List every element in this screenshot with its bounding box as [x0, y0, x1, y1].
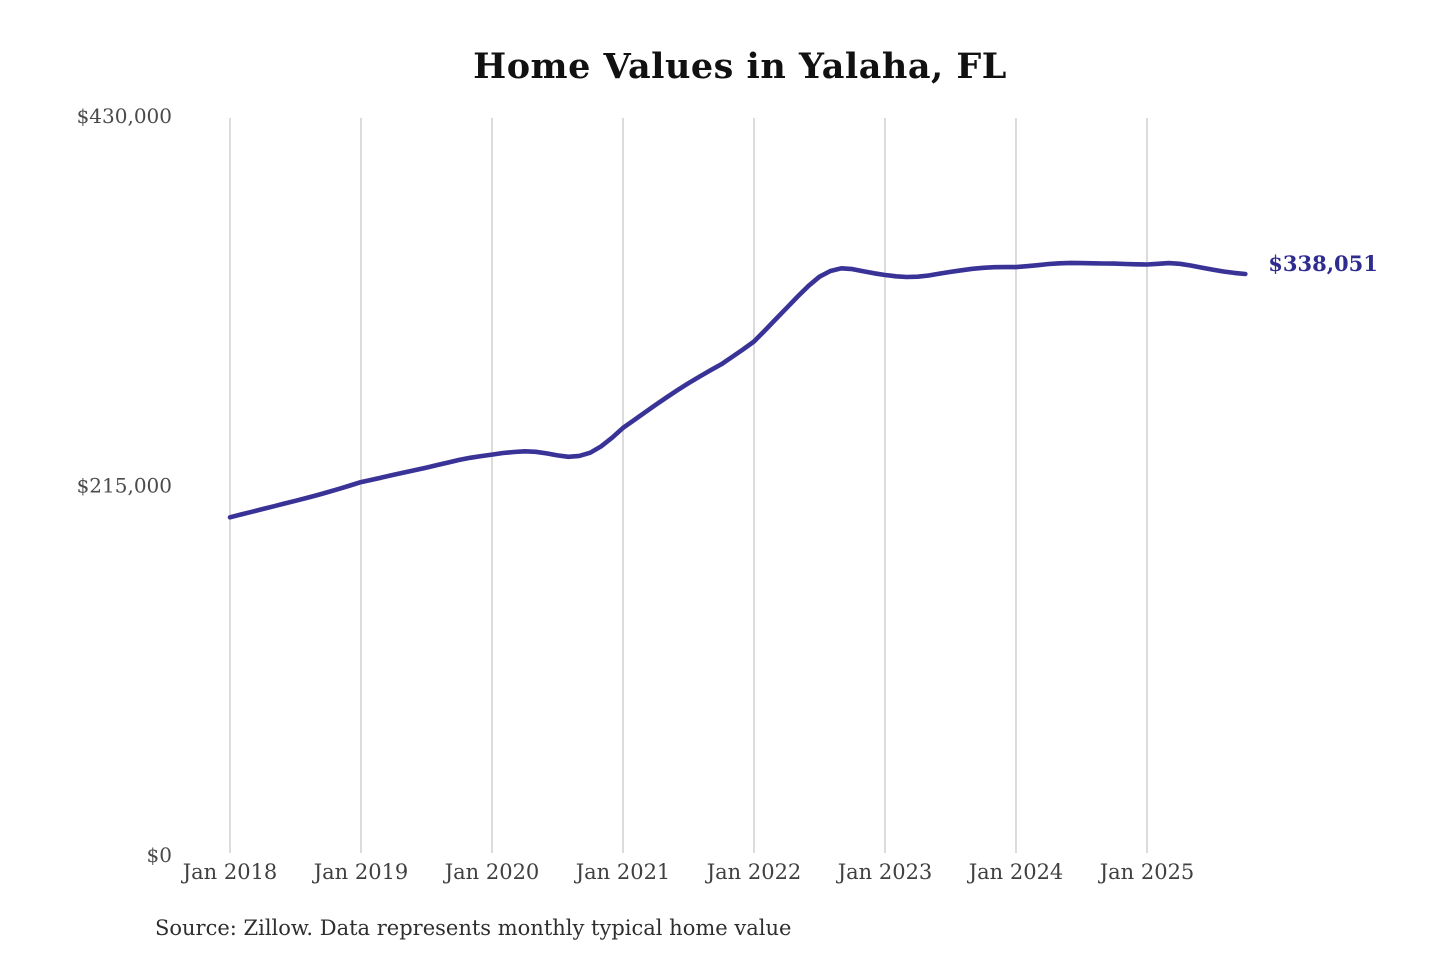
latest-value-label: $338,051 — [1268, 251, 1378, 276]
chart-title: Home Values in Yalaha, FL — [473, 46, 1007, 87]
y-tick-label: $0 — [147, 843, 172, 867]
x-tick-label: Jan 2020 — [443, 860, 540, 884]
x-tick-label: Jan 2022 — [705, 860, 802, 884]
y-tick-label: $430,000 — [77, 104, 172, 128]
y-tick-label: $215,000 — [77, 474, 172, 498]
x-tick-label: Jan 2024 — [967, 860, 1064, 884]
source-note: Source: Zillow. Data represents monthly … — [155, 916, 792, 940]
x-tick-label: Jan 2018 — [181, 860, 278, 884]
home-value-line — [227, 260, 1248, 520]
x-tick-label: Jan 2023 — [836, 860, 933, 884]
x-tick-label: Jan 2021 — [574, 860, 671, 884]
x-tick-label: Jan 2025 — [1098, 860, 1195, 884]
x-tick-label: Jan 2019 — [312, 860, 409, 884]
